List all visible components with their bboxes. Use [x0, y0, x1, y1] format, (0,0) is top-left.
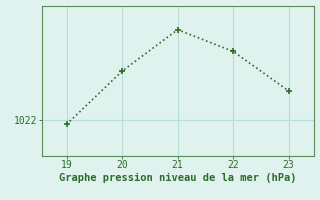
X-axis label: Graphe pression niveau de la mer (hPa): Graphe pression niveau de la mer (hPa) — [59, 173, 296, 183]
